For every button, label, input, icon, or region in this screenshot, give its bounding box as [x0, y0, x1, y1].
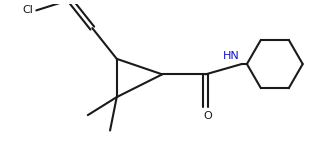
Text: O: O: [203, 110, 212, 121]
Text: Cl: Cl: [22, 5, 33, 15]
Text: HN: HN: [223, 51, 240, 61]
